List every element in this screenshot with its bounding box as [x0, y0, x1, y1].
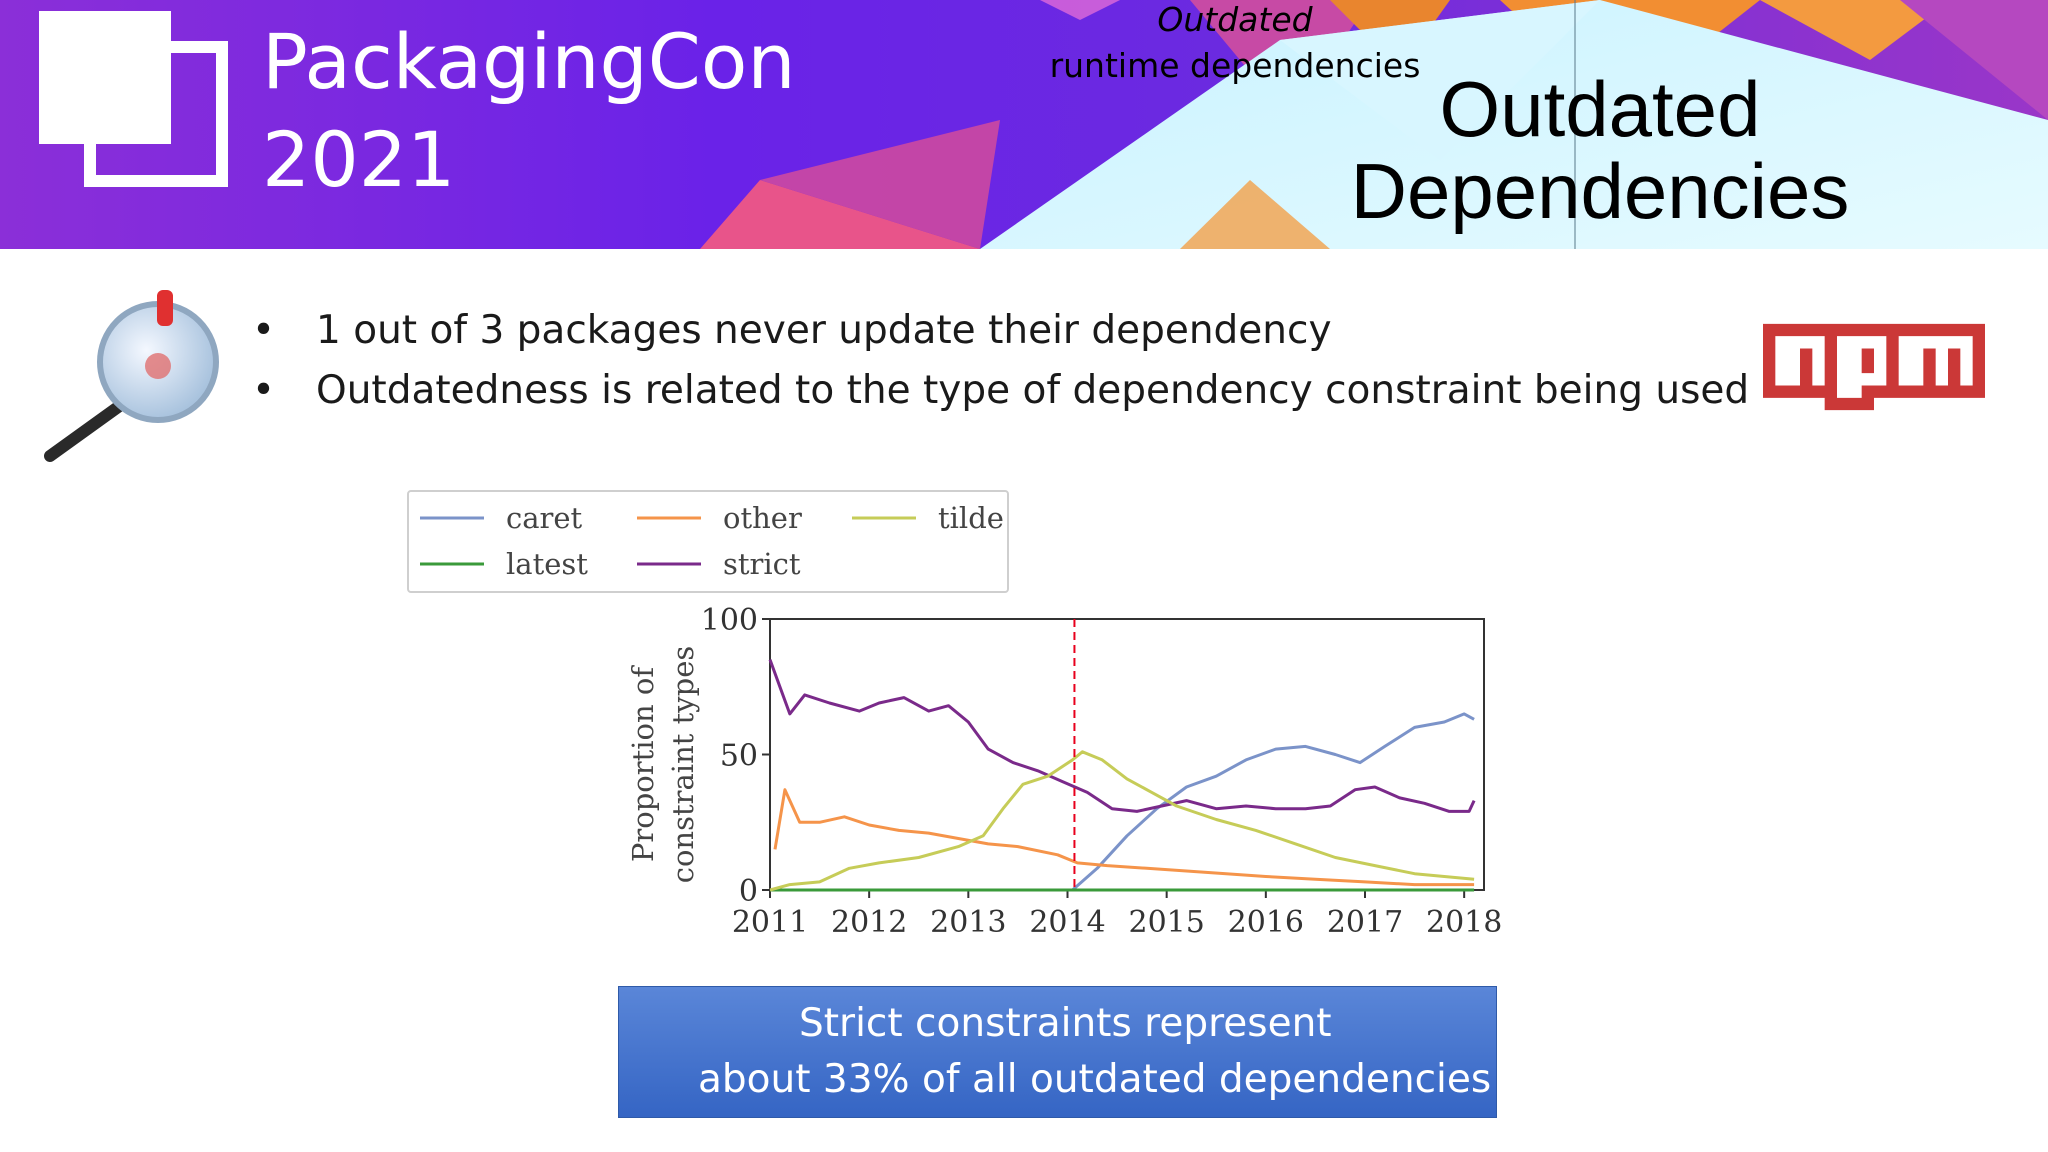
slide-title-line1: Outdated	[1439, 65, 1761, 153]
packagingcon-logo	[39, 11, 228, 187]
series-line-strict	[768, 659, 1476, 813]
y-tick-label: 100	[701, 603, 758, 638]
legend-label-latest: latest	[506, 547, 588, 581]
x-tick-label: 2012	[831, 905, 907, 940]
bullet-marker: •	[252, 308, 276, 353]
x-tick-label: 2015	[1128, 905, 1204, 940]
callout-box: Strict constraints represent about 33% o…	[618, 986, 1497, 1118]
chart-caption-line2: runtime dependencies	[1049, 46, 1421, 85]
npm-logo	[1763, 323, 1985, 411]
chart-legend	[407, 490, 1009, 593]
series-line-caret	[1071, 712, 1475, 892]
bullet-marker: •	[252, 368, 276, 413]
x-tick-label: 2011	[732, 905, 808, 940]
x-tick-label: 2016	[1228, 905, 1304, 940]
slide-title-line2: Dependencies	[1350, 147, 1850, 235]
conference-year: 2021	[262, 115, 456, 204]
callout-line1: Strict constraints represent	[799, 1001, 1332, 1046]
legend-label-other: other	[723, 501, 802, 535]
x-tick-label: 2017	[1327, 905, 1403, 940]
x-tick-label: 2014	[1029, 905, 1105, 940]
legend-label-strict: strict	[723, 547, 801, 581]
legend-label-tilde: tilde	[938, 501, 1004, 535]
series-line-tilde	[769, 750, 1475, 892]
magnifying-glass-icon	[44, 290, 219, 462]
y-tick-label: 0	[739, 874, 758, 909]
bullet-text: Outdatedness is related to the type of d…	[316, 368, 1750, 413]
legend-label-caret: caret	[506, 501, 583, 535]
y-axis-label: Proportion of	[626, 665, 660, 862]
banner-background	[0, 0, 2048, 249]
y-tick-label: 50	[720, 739, 758, 774]
chart-caption-line1: Outdated	[1157, 0, 1313, 39]
header-banner: PackagingCon 2021 Outdated Dependencies	[0, 0, 2048, 249]
callout-line2: about 33% of all outdated dependencies	[698, 1057, 1492, 1102]
y-axis-label: constraint types	[666, 646, 700, 884]
x-tick-label: 2018	[1426, 905, 1502, 940]
x-tick-label: 2013	[930, 905, 1006, 940]
plot-area	[769, 618, 1485, 891]
bullet-text: 1 out of 3 packages never update their d…	[316, 308, 1332, 353]
series-line-other	[773, 788, 1475, 887]
conference-name: PackagingCon	[262, 17, 796, 106]
